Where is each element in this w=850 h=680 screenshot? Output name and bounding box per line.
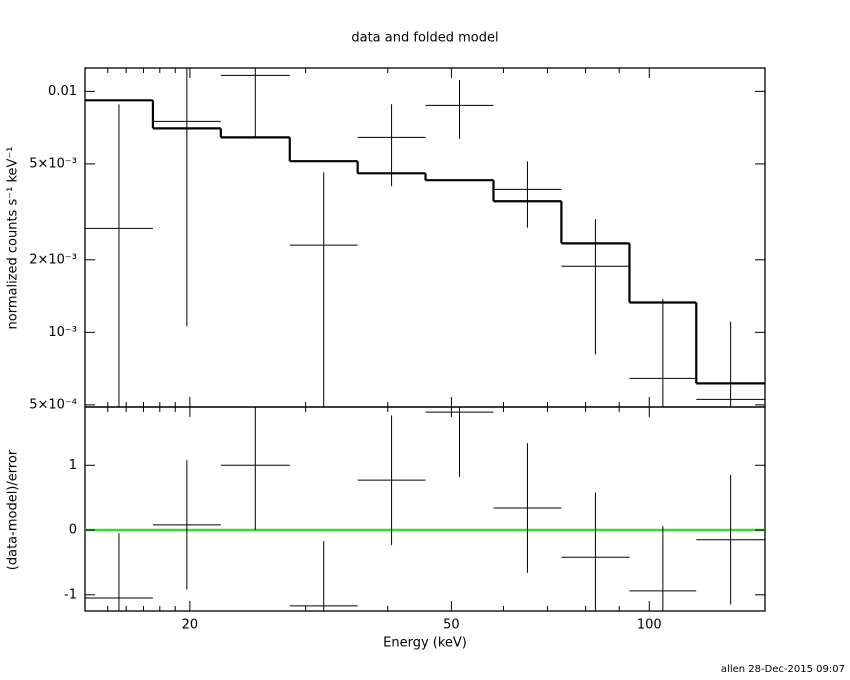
x-tick-label: 100 [637, 618, 662, 633]
bottom-frame [84, 406, 766, 612]
y-axis-label: (data-model)/error [6, 449, 21, 570]
x-axis-label: Energy (keV) [383, 636, 467, 651]
y-tick-label: 5×10⁻⁴ [29, 397, 77, 412]
chart-title: data and folded model [351, 31, 498, 46]
y-tick-label: 1 [69, 458, 77, 473]
bottom-plot [85, 407, 765, 611]
y-tick-label: 0 [69, 523, 77, 538]
y-tick-label: -1 [64, 587, 77, 602]
footer: allen 28-Dec-2015 09:07 [721, 664, 845, 675]
y-tick-label: 2×10⁻³ [29, 252, 77, 267]
y-tick-label: 0.01 [48, 84, 77, 99]
y-tick-label: 10⁻³ [48, 325, 77, 340]
x-tick-label: 20 [182, 618, 199, 633]
y-tick-label: 5×10⁻³ [29, 156, 77, 171]
top-plot [85, 68, 765, 407]
x-tick-label: 50 [443, 618, 460, 633]
y-axis-label: normalized counts s⁻¹ keV⁻¹ [6, 147, 21, 330]
